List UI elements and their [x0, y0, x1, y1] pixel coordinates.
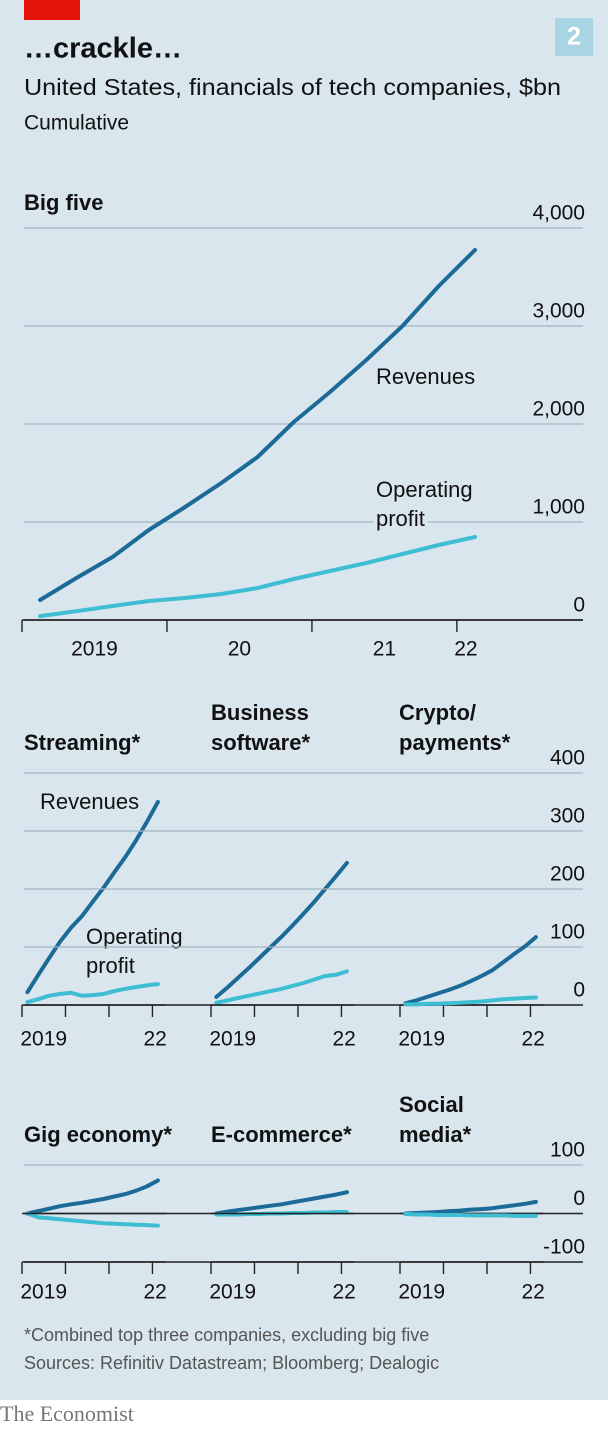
x-tick-label: 22 — [332, 1028, 355, 1051]
panel-title: Gig economy* — [24, 1122, 172, 1147]
x-tick-label: 2019 — [71, 638, 118, 661]
series-line — [25, 800, 160, 995]
annotation: Operating — [376, 477, 473, 502]
x-tick-label: 22 — [521, 1281, 544, 1304]
x-tick-label: 2019 — [209, 1028, 256, 1051]
brand: The Economist — [0, 1401, 134, 1426]
annotation: Revenues — [376, 364, 475, 389]
x-tick-label: 22 — [332, 1281, 355, 1304]
note: Cumulative — [24, 112, 129, 135]
background — [0, 0, 608, 1400]
panel-title: E-commerce* — [211, 1122, 352, 1147]
series-line — [214, 969, 349, 1005]
y-tick-label: 300 — [550, 805, 585, 828]
subtitle: United States, financials of tech compan… — [24, 74, 561, 100]
x-tick-label: 20 — [228, 638, 251, 661]
y-tick-label: 200 — [550, 863, 585, 886]
title: …crackle… — [24, 33, 182, 65]
y-tick-label: 1,000 — [532, 496, 585, 519]
x-tick-label: 2019 — [398, 1028, 445, 1051]
y-tick-label: -100 — [543, 1236, 585, 1259]
x-tick-label: 2019 — [20, 1028, 67, 1051]
x-tick-label: 22 — [521, 1028, 544, 1051]
series-line — [403, 935, 538, 1006]
x-tick-label: 2019 — [398, 1281, 445, 1304]
number-box — [555, 18, 593, 56]
x-tick-label: 22 — [143, 1028, 166, 1051]
annotation: Revenues — [40, 789, 139, 814]
panel-title: Social — [399, 1092, 464, 1117]
y-tick-label: 0 — [573, 594, 585, 617]
annotation: profit — [86, 953, 135, 978]
x-tick-label: 22 — [454, 638, 477, 661]
chart-number: 2 — [567, 23, 581, 51]
series-line — [38, 535, 477, 619]
series-line — [25, 1178, 160, 1216]
panel-title: software* — [211, 730, 310, 755]
x-tick-label: 22 — [143, 1281, 166, 1304]
panel-title: media* — [399, 1122, 472, 1147]
source: Sources: Refinitiv Datastream; Bloomberg… — [24, 1353, 439, 1373]
series-line — [25, 1211, 160, 1228]
annotation: Operating — [86, 924, 183, 949]
series-line — [214, 1190, 349, 1216]
series-line — [38, 248, 477, 602]
x-tick-label: 21 — [373, 638, 396, 661]
series-line — [403, 995, 538, 1007]
annotation: profit — [376, 506, 425, 531]
y-tick-label: 4,000 — [532, 202, 585, 225]
annotation-bg — [373, 505, 428, 531]
x-tick-label: 2019 — [20, 1281, 67, 1304]
y-tick-label: 400 — [550, 747, 585, 770]
y-tick-label: 2,000 — [532, 398, 585, 421]
y-tick-label: 0 — [573, 1187, 585, 1210]
panel-title: Crypto/ — [399, 700, 476, 725]
annotation-bg — [373, 476, 476, 502]
x-tick-label: 2019 — [209, 1281, 256, 1304]
annotation-bg — [83, 952, 138, 978]
series-line — [403, 1212, 538, 1218]
y-tick-label: 100 — [550, 1139, 585, 1162]
y-tick-label: 100 — [550, 921, 585, 944]
panel-title: payments* — [399, 730, 511, 755]
annotation-bg — [373, 363, 479, 389]
series-line — [25, 982, 160, 1005]
panel-title: Business — [211, 700, 309, 725]
red-tag — [24, 0, 80, 20]
y-tick-label: 0 — [573, 979, 585, 1002]
annotation-bg — [83, 923, 186, 949]
y-tick-label: 3,000 — [532, 300, 585, 323]
panel-title: Streaming* — [24, 730, 141, 755]
footnote: *Combined top three companies, excluding… — [24, 1325, 429, 1345]
annotation-bg — [37, 788, 143, 814]
panel-title: Big five — [24, 190, 103, 215]
